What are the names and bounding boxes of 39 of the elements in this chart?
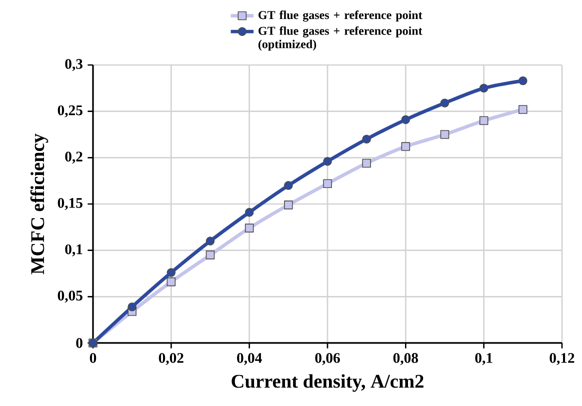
point: [206, 236, 215, 246]
point: [362, 134, 371, 144]
y-axis-title: MCFC efficiency: [30, 134, 48, 274]
point: [166, 268, 176, 277]
x-tick-label: 0,04: [237, 353, 262, 366]
point: [518, 76, 528, 86]
point: [479, 84, 488, 93]
x-tick-label: 0,1: [475, 353, 492, 366]
x-tick-label: 0,06: [315, 353, 340, 366]
point: [479, 116, 488, 125]
point: [401, 115, 410, 124]
point: [440, 130, 450, 139]
x-axis-title: Current density, A/cm2: [232, 374, 424, 392]
point: [323, 156, 332, 166]
point: [166, 277, 176, 286]
x-tick-label: 0,08: [393, 353, 418, 366]
legend-label: GT flue gases + reference point (optimized): [258, 26, 422, 51]
x-tick-label: 0,02: [158, 353, 184, 366]
point: [362, 158, 371, 168]
point: [284, 200, 293, 210]
x-tick-label: 0,12: [550, 353, 574, 366]
y-tick-label: 0,05: [58, 290, 82, 303]
x-tick-label: 0: [90, 353, 96, 363]
point: [440, 98, 450, 108]
y-tick-label: 0: [76, 338, 82, 348]
y-tick-label: 0,2: [65, 152, 82, 164]
y-tick-label: 0,25: [58, 105, 82, 118]
y-tick-label: 0,1: [65, 244, 82, 256]
point: [128, 302, 136, 312]
point: [206, 250, 215, 260]
point: [401, 142, 410, 151]
point: [244, 224, 254, 232]
point: [244, 208, 254, 217]
point: [518, 105, 528, 114]
legend-label: GT flue gases + reference point: [258, 10, 422, 22]
point: [323, 179, 332, 188]
y-tick-label: 0,3: [65, 58, 82, 72]
y-tick-label: 0,15: [58, 198, 82, 210]
point: [284, 181, 293, 190]
